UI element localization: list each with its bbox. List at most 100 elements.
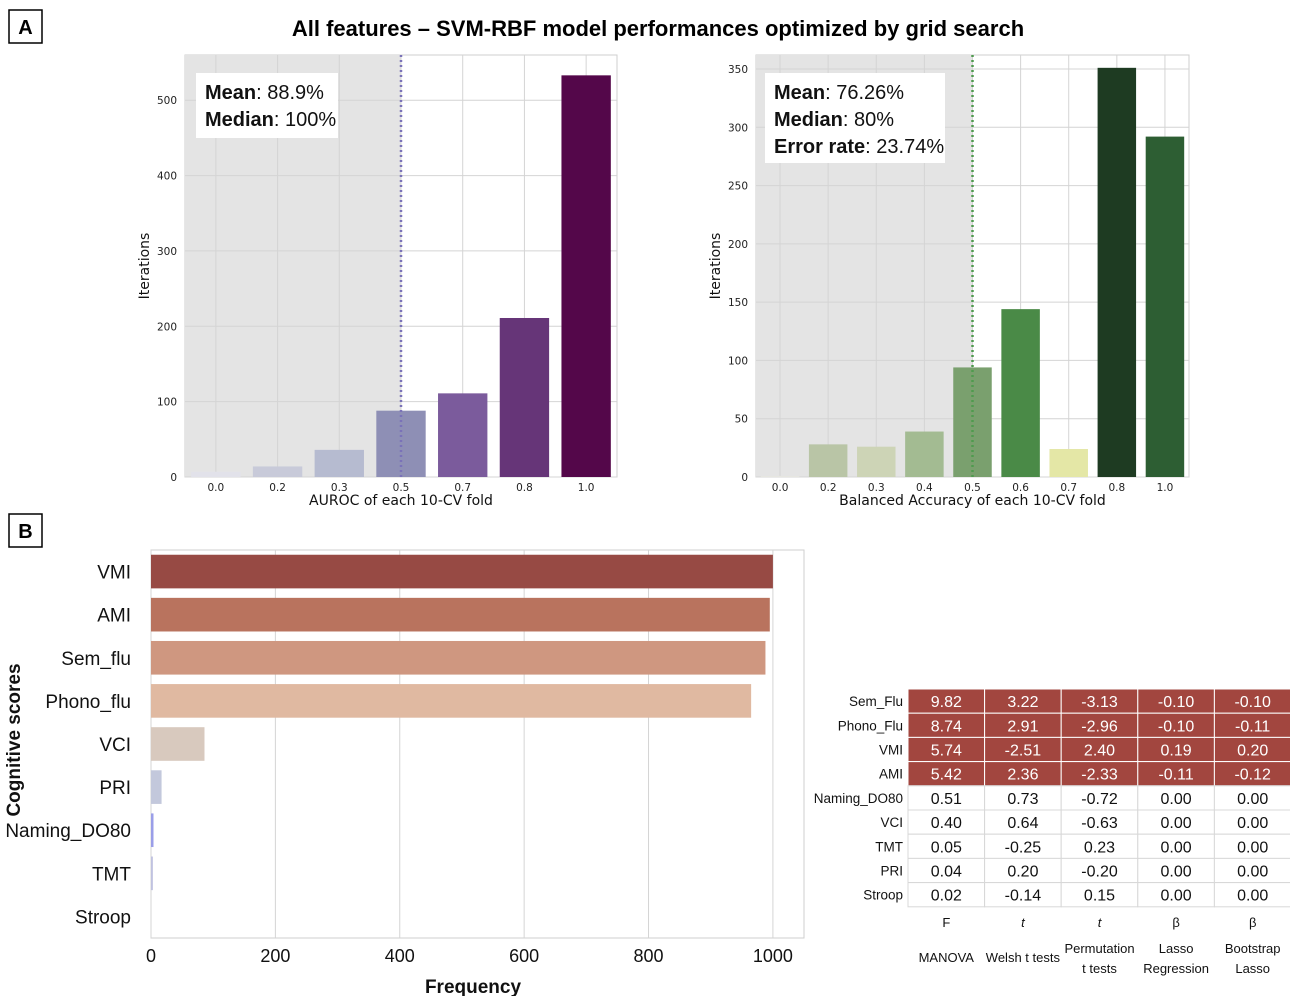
column-label: Welsh t tests — [986, 950, 1061, 965]
table-cell-value: -0.72 — [1081, 791, 1118, 808]
table-cell — [1137, 761, 1215, 787]
x-tick-label: 0.5 — [964, 482, 981, 494]
table-cell — [984, 882, 1062, 908]
table-cell — [1060, 833, 1139, 859]
y-axis-label: Iterations — [137, 233, 153, 300]
x-tick-label: 0.0 — [208, 482, 225, 494]
stat-error-rate: Error rate: 23.74% — [774, 136, 944, 158]
y-tick-label: 300 — [157, 246, 177, 258]
panel-b-label: B — [18, 521, 32, 543]
bar-vci — [151, 727, 205, 761]
x-tick-label: 0.4 — [916, 482, 933, 494]
category-label: TMT — [92, 864, 131, 885]
category-label: VCI — [99, 735, 131, 756]
table-cell-value: 0.20 — [1007, 864, 1038, 881]
column-symbol: t — [1098, 915, 1103, 930]
x-axis-label: Balanced Accuracy of each 10-CV fold — [839, 493, 1106, 509]
column-label: Lasso — [1235, 961, 1270, 976]
x-tick-label: 1.0 — [578, 482, 595, 494]
category-label: Phono_flu — [45, 692, 131, 713]
table-cell-value: 0.00 — [1237, 791, 1268, 808]
stats-box — [765, 73, 945, 163]
table-cell-value: -0.20 — [1081, 864, 1118, 881]
x-axis-label: AUROC of each 10-CV fold — [309, 493, 493, 509]
bar-0.0 — [191, 471, 241, 477]
table-cell-value: -0.63 — [1081, 815, 1118, 832]
y-tick-label: 250 — [728, 181, 748, 193]
table-cell-value: 8.74 — [931, 718, 962, 735]
table-cell-value: 0.00 — [1237, 839, 1268, 856]
table-cell — [1060, 882, 1139, 908]
table-cell-value: 0.00 — [1161, 791, 1192, 808]
table-cell-value: 0.00 — [1237, 888, 1268, 905]
bar-0.3 — [314, 449, 364, 477]
y-tick-label: 100 — [157, 397, 177, 409]
column-label: Permutation — [1064, 941, 1134, 956]
statistics-table: Sem_Flu 9.82 3.22 -3.13 -0.10 -0.10 Phono_Flu 8… — [814, 688, 1290, 976]
category-label: VMI — [97, 563, 131, 584]
table-cell-value: -0.11 — [1158, 767, 1193, 784]
bar-phono_flu — [151, 684, 752, 718]
table-cell-value: 0.40 — [931, 815, 962, 832]
bar-0.3 — [857, 446, 896, 477]
table-cell-value: -0.14 — [1005, 888, 1042, 905]
table-row-label: Stroop — [863, 888, 903, 903]
table-cell — [1137, 833, 1215, 859]
bar-0.7 — [438, 393, 488, 477]
y-tick-label: 0 — [741, 472, 748, 484]
table-cell — [1137, 785, 1215, 811]
table-cell — [984, 857, 1062, 884]
stats-box — [196, 73, 338, 138]
y-axis-label: Iterations — [708, 233, 724, 300]
table-row-label: AMI — [879, 767, 903, 782]
table-cell-value: 9.82 — [931, 694, 962, 711]
table-cell-value: 2.36 — [1007, 767, 1038, 784]
table-cell-value: -2.33 — [1081, 767, 1118, 784]
table-cell-value: 0.64 — [1007, 815, 1038, 832]
table-row-label: Sem_Flu — [849, 694, 903, 709]
table-row-label: VMI — [879, 743, 903, 758]
feature-frequency-chart: 0 200 400 600 800 1000 VMI AMI Sem_flu Phono_flu V… — [4, 549, 805, 996]
table-cell-value: -0.12 — [1234, 767, 1271, 784]
bar-0.4 — [905, 431, 944, 477]
table-row-label: Naming_DO80 — [814, 791, 903, 806]
bar-0.7 — [1049, 449, 1088, 477]
table-cell-value: 3.22 — [1007, 694, 1038, 711]
y-tick-label: 50 — [735, 414, 748, 426]
stat-median: Median: 80% — [774, 109, 894, 131]
table-cell — [1213, 712, 1290, 738]
table-cell — [1060, 785, 1139, 811]
table-cell — [1137, 857, 1215, 884]
stat-median: Median: 100% — [205, 109, 336, 131]
table-cell — [907, 857, 986, 884]
category-label: Naming_DO80 — [5, 821, 131, 842]
x-tick-label: 0.3 — [331, 482, 348, 494]
table-cell-value: 0.00 — [1237, 864, 1268, 881]
table-cell-value: 0.00 — [1237, 815, 1268, 832]
table-cell — [1213, 882, 1290, 908]
table-cell-value: -0.10 — [1158, 718, 1195, 735]
x-tick-label: 1.0 — [1157, 482, 1174, 494]
x-tick-label: 0.0 — [772, 482, 789, 494]
table-cell — [1137, 736, 1215, 763]
panel-a-label: A — [18, 17, 32, 39]
table-cell-value: -2.51 — [1005, 743, 1042, 760]
x-tick-label: 0.6 — [1012, 482, 1029, 494]
y-tick-label: 500 — [157, 95, 177, 107]
balanced-accuracy-histogram: 0 50 100 150 200 250 300 350 0.0 0.2 0.3 0.4 0.5 0.6 0… — [708, 54, 1190, 509]
table-cell — [984, 761, 1062, 787]
table-cell-value: -0.10 — [1158, 694, 1195, 711]
table-cell — [1060, 761, 1139, 787]
column-label: t tests — [1082, 961, 1117, 976]
figure-title: All features – SVM-RBF model performance… — [292, 16, 1024, 41]
table-cell-value: -0.11 — [1235, 718, 1270, 735]
table-cell-value: 0.04 — [931, 864, 962, 881]
stat-mean: Mean: 88.9% — [205, 82, 324, 104]
table-cell-value: -2.96 — [1081, 718, 1118, 735]
bar-sem_flu — [151, 640, 766, 675]
column-symbol: β — [1172, 915, 1179, 930]
x-tick-label: 0.3 — [868, 482, 885, 494]
table-cell — [907, 712, 986, 738]
bar-tmt — [151, 856, 153, 891]
bar-0.8 — [499, 317, 550, 477]
